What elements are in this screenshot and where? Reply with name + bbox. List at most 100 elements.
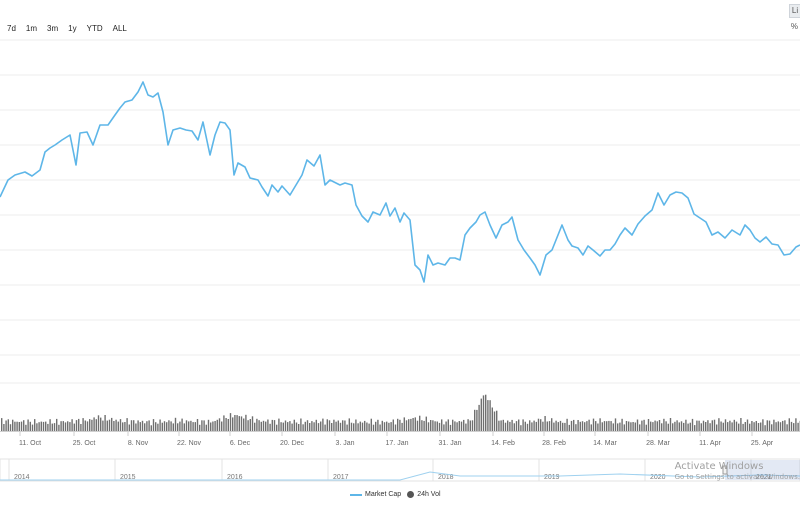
volume-bar bbox=[251, 416, 254, 431]
volume-bar bbox=[533, 420, 535, 431]
volume-bar bbox=[298, 424, 300, 431]
volume-bar bbox=[7, 419, 9, 431]
volume-bar bbox=[645, 424, 647, 431]
legend-item-market-cap[interactable]: Market Cap bbox=[350, 491, 401, 498]
volume-bar bbox=[647, 419, 650, 431]
volume-bar bbox=[128, 424, 130, 431]
volume-bar bbox=[755, 421, 757, 431]
volume-bar bbox=[518, 419, 520, 431]
volume-bar bbox=[346, 424, 348, 431]
volume-bar bbox=[544, 416, 546, 431]
volume-bar bbox=[181, 418, 183, 431]
range-button-ytd[interactable]: YTD bbox=[86, 24, 103, 33]
volume-bar bbox=[311, 421, 313, 431]
volume-bar bbox=[592, 418, 595, 431]
volume-bar bbox=[159, 419, 161, 431]
volume-bar bbox=[507, 420, 509, 431]
volume-bar bbox=[106, 420, 108, 431]
volume-bar bbox=[102, 420, 104, 431]
range-button-7d[interactable]: 7d bbox=[7, 24, 16, 33]
volume-bar bbox=[359, 421, 361, 431]
volume-bar bbox=[729, 420, 731, 431]
volume-bar bbox=[18, 422, 20, 431]
x-tick-label: 28. Mar bbox=[646, 440, 670, 447]
volume-bar bbox=[496, 410, 498, 431]
volume-bar bbox=[487, 400, 489, 431]
volume-bar bbox=[115, 419, 117, 431]
volume-bar bbox=[595, 421, 597, 431]
volume-bar bbox=[348, 418, 350, 431]
volume-bar bbox=[157, 423, 159, 431]
volume-bar bbox=[588, 419, 590, 431]
volume-bar bbox=[687, 423, 689, 431]
volume-bar bbox=[381, 420, 383, 431]
x-tick-label: 8. Nov bbox=[128, 440, 149, 447]
navigator-tick-label: 2016 bbox=[227, 474, 243, 481]
volume-bar bbox=[379, 424, 381, 431]
volume-bar bbox=[698, 420, 700, 431]
volume-bar bbox=[564, 422, 566, 431]
volume-bar bbox=[161, 422, 163, 431]
volume-bar bbox=[306, 420, 309, 431]
range-button-3m[interactable]: 3m bbox=[47, 24, 59, 33]
volume-bar bbox=[773, 419, 775, 431]
volume-bar bbox=[139, 422, 141, 431]
volume-bar bbox=[361, 422, 364, 431]
volume-bar bbox=[260, 421, 262, 431]
corner-tab[interactable]: Li bbox=[789, 4, 800, 18]
volume-bar bbox=[581, 421, 584, 431]
volume-bar bbox=[641, 420, 643, 431]
volume-bar bbox=[163, 421, 166, 431]
volume-bar bbox=[471, 420, 474, 431]
volume-bar bbox=[183, 423, 185, 431]
volume-bar bbox=[93, 417, 95, 431]
volume-bar bbox=[238, 416, 240, 431]
volume-bar bbox=[771, 424, 773, 431]
volume-bar bbox=[650, 421, 652, 431]
volume-bar bbox=[685, 419, 687, 431]
volume-bar bbox=[67, 421, 69, 431]
navigator-tick-label: 2018 bbox=[438, 474, 454, 481]
range-button-1m[interactable]: 1m bbox=[25, 24, 38, 33]
volume-bar bbox=[170, 421, 172, 431]
range-button-all[interactable]: ALL bbox=[112, 24, 127, 33]
range-button-1y[interactable]: 1y bbox=[68, 24, 77, 33]
volume-bar bbox=[399, 419, 401, 431]
volume-bar bbox=[509, 421, 511, 431]
volume-bar bbox=[100, 417, 102, 431]
legend-item-24h-vol[interactable]: 24h Vol bbox=[407, 491, 441, 498]
volume-bar bbox=[152, 419, 155, 431]
volume-bar bbox=[58, 424, 60, 431]
volume-bar bbox=[731, 422, 733, 431]
volume-bar bbox=[467, 419, 469, 431]
volume-bar bbox=[25, 424, 27, 431]
volume-bar bbox=[254, 422, 256, 431]
volume-bar bbox=[623, 424, 625, 431]
volume-bar bbox=[628, 421, 630, 431]
volume-bar bbox=[766, 420, 768, 431]
volume-bar bbox=[273, 420, 276, 431]
volume-bar bbox=[337, 420, 339, 431]
x-tick-label: 25. Oct bbox=[73, 440, 96, 447]
volume-bar bbox=[612, 423, 614, 431]
volume-bar bbox=[155, 422, 157, 431]
volume-bar bbox=[489, 400, 491, 431]
volume-bar bbox=[240, 416, 243, 431]
volume-bar bbox=[335, 421, 337, 431]
volume-bar bbox=[353, 423, 355, 431]
volume-bar bbox=[3, 424, 5, 431]
market-cap-line bbox=[0, 81, 800, 283]
volume-bar bbox=[694, 425, 696, 431]
volume-bar bbox=[559, 420, 562, 431]
volume-bar bbox=[29, 421, 31, 431]
volume-bar bbox=[227, 419, 229, 431]
volume-bar bbox=[60, 421, 62, 431]
volume-bar bbox=[760, 422, 762, 431]
volume-bar bbox=[64, 422, 67, 431]
volume-bar bbox=[377, 419, 379, 431]
volume-bar bbox=[667, 423, 669, 431]
volume-bar bbox=[570, 420, 573, 431]
volume-bar bbox=[383, 422, 386, 431]
volume-bar bbox=[146, 421, 148, 431]
